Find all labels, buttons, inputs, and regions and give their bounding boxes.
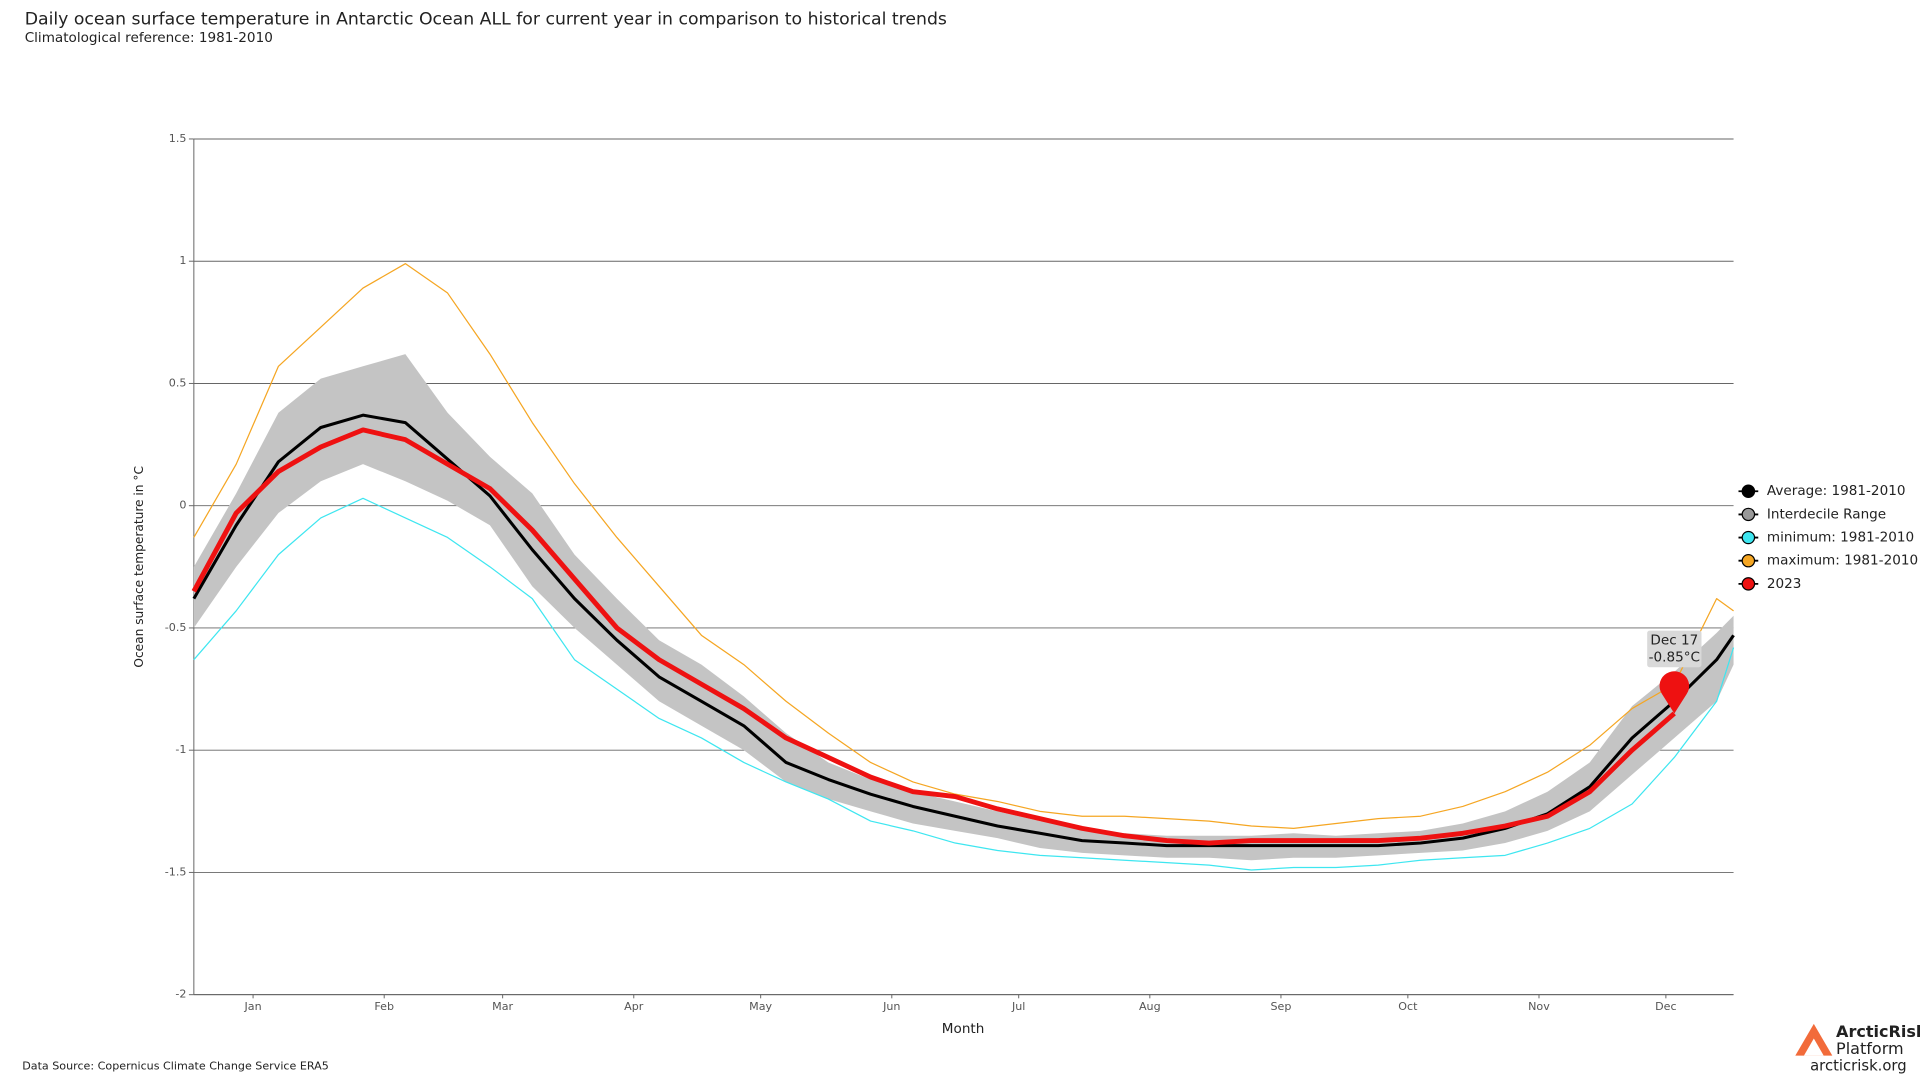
x-tick-label: Nov <box>1528 1000 1550 1013</box>
data-source: Data Source: Copernicus Climate Change S… <box>22 1060 329 1073</box>
x-tick-label: Jul <box>1011 1000 1025 1013</box>
series-line <box>191 427 1676 846</box>
series-line <box>193 497 1735 871</box>
logo: ArcticRisk Platform arcticrisk.org <box>1795 1022 1920 1075</box>
y-tick-label: -2 <box>175 988 186 1001</box>
y-axis-label: Ocean surface temperature in °C <box>132 466 146 668</box>
logo-url: arcticrisk.org <box>1810 1058 1907 1075</box>
x-tick-label: Feb <box>374 1000 394 1013</box>
legend-label: maximum: 1981-2010 <box>1767 553 1918 569</box>
chart-title: Daily ocean surface temperature in Antar… <box>25 10 947 30</box>
logo-name: ArcticRisk <box>1836 1022 1920 1041</box>
x-tick-label: Dec <box>1655 1000 1676 1013</box>
x-tick-label: Jan <box>244 1000 262 1013</box>
x-tick-label: May <box>749 1000 772 1013</box>
annotation-box <box>1647 630 1702 668</box>
legend-label: 2023 <box>1767 576 1802 592</box>
x-tick-label: Oct <box>1398 1000 1418 1013</box>
y-tick-label: -1 <box>175 743 186 756</box>
y-tick-label: 1 <box>179 254 186 267</box>
legend-marker <box>1741 577 1756 591</box>
legend-marker <box>1741 554 1756 568</box>
y-tick-label: -0.5 <box>165 621 187 634</box>
y-tick-label: 0 <box>179 499 186 512</box>
annotation-pin <box>1659 671 1690 714</box>
legend-marker <box>1741 530 1756 545</box>
interdecile-band <box>193 354 1734 861</box>
annotation-label: Dec 17 <box>1650 632 1698 648</box>
legend-marker <box>1741 484 1756 498</box>
x-tick-label: Jun <box>882 1000 900 1013</box>
x-tick-label: Aug <box>1139 1000 1161 1013</box>
y-tick-label: 0.5 <box>169 376 187 389</box>
x-tick-label: Apr <box>624 1000 644 1013</box>
series-line <box>192 413 1735 848</box>
series-line <box>193 263 1734 830</box>
x-tick-label: Mar <box>492 1000 513 1013</box>
legend: Average: 1981-2010 Interdecile Range minim… <box>1738 483 1918 592</box>
x-axis-label: Month <box>942 1021 985 1037</box>
logo-icon-inner <box>1803 1038 1824 1056</box>
chart-subtitle: Climatological reference: 1981-2010 <box>25 30 273 46</box>
logo-name: Platform <box>1836 1039 1904 1058</box>
legend-label: Interdecile Range <box>1767 506 1886 522</box>
legend-label: minimum: 1981-2010 <box>1767 530 1914 546</box>
y-tick-label: 1.5 <box>169 132 187 145</box>
legend-label: Average: 1981-2010 <box>1767 483 1906 499</box>
y-tick-label: -1.5 <box>165 865 187 878</box>
annotation-value: -0.85°C <box>1649 649 1700 665</box>
x-tick-label: Sep <box>1270 1000 1291 1013</box>
legend-marker <box>1741 507 1756 522</box>
